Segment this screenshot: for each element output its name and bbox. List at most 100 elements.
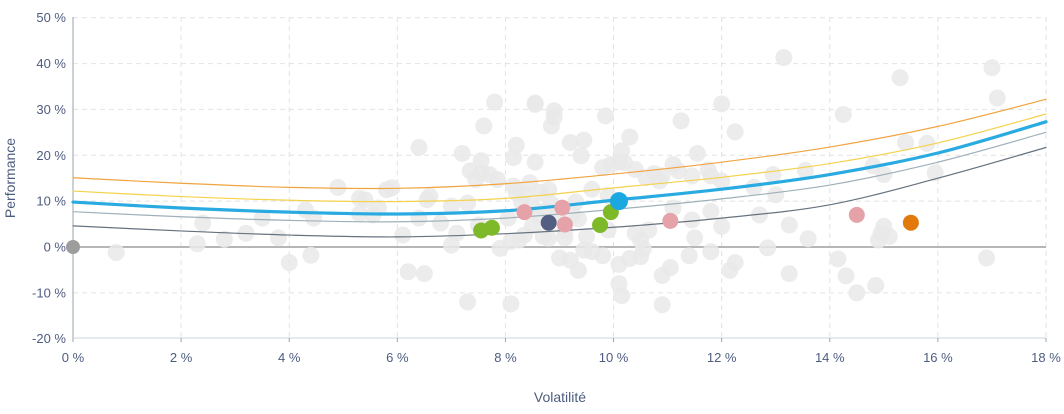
simulated-portfolios-point[interactable]: [561, 133, 579, 151]
simulated-portfolios-point[interactable]: [545, 108, 563, 126]
simulated-portfolios-point[interactable]: [569, 210, 587, 228]
simulated-portfolios-point[interactable]: [634, 240, 652, 258]
simulated-portfolios-point[interactable]: [726, 123, 744, 141]
simulated-portfolios-point[interactable]: [475, 117, 493, 135]
simulated-portfolios-point[interactable]: [432, 214, 450, 232]
x-tick-label: 4 %: [278, 350, 301, 365]
simulated-portfolios-point[interactable]: [302, 246, 320, 264]
simulated-portfolios-point[interactable]: [978, 249, 996, 267]
simulated-portfolios-point[interactable]: [215, 230, 233, 248]
simulated-portfolios-point[interactable]: [926, 164, 944, 182]
simulated-portfolios-point[interactable]: [410, 138, 428, 156]
x-tick-label: 0 %: [62, 350, 85, 365]
simulated-portfolios-point[interactable]: [713, 217, 731, 235]
simulated-portfolios-point[interactable]: [459, 293, 477, 311]
simulated-portfolios-point[interactable]: [702, 202, 720, 220]
simulated-portfolios-point[interactable]: [896, 133, 914, 151]
simulated-portfolios-point[interactable]: [751, 206, 769, 224]
simulated-portfolios-point[interactable]: [369, 199, 387, 217]
simulated-portfolios-point[interactable]: [567, 193, 585, 211]
simulated-portfolios-point[interactable]: [713, 95, 731, 113]
navy-point[interactable]: [540, 214, 557, 231]
simulated-portfolios-point[interactable]: [415, 265, 433, 283]
simulated-portfolios-point[interactable]: [472, 152, 490, 170]
simulated-portfolios-point[interactable]: [775, 49, 793, 67]
simulated-portfolios-point[interactable]: [640, 221, 658, 239]
simulated-portfolios-point[interactable]: [507, 136, 525, 154]
simulated-portfolios-point[interactable]: [867, 277, 885, 295]
simulated-portfolios-point[interactable]: [526, 94, 544, 112]
simulated-portfolios-point[interactable]: [829, 250, 847, 268]
simulated-portfolios-point[interactable]: [848, 284, 866, 302]
simulated-portfolios-point[interactable]: [918, 134, 936, 152]
simulated-portfolios-point[interactable]: [575, 131, 593, 149]
pink-points[interactable]: [556, 216, 573, 233]
simulated-portfolios-point[interactable]: [983, 59, 1001, 77]
simulated-portfolios-point[interactable]: [686, 229, 704, 247]
simulated-portfolios-point[interactable]: [759, 239, 777, 257]
simulated-portfolios-point[interactable]: [502, 295, 520, 313]
simulated-portfolios-point[interactable]: [672, 112, 690, 130]
band-lower-outer-curve[interactable]: [72, 146, 1047, 238]
y-tick-label: 10 %: [36, 194, 66, 209]
simulated-portfolios-point[interactable]: [653, 167, 671, 185]
simulated-portfolios-point[interactable]: [194, 214, 212, 232]
highlight-points-layer: [66, 192, 919, 254]
simulated-portfolios-point[interactable]: [680, 247, 698, 265]
simulated-portfolios-point[interactable]: [799, 230, 817, 248]
simulated-portfolios-point[interactable]: [834, 105, 852, 123]
simulated-portfolios-point[interactable]: [280, 254, 298, 272]
simulated-portfolios-point[interactable]: [540, 229, 558, 247]
simulated-portfolios-point[interactable]: [399, 263, 417, 281]
simulated-portfolios-point[interactable]: [988, 89, 1006, 107]
simulated-portfolios-point[interactable]: [621, 128, 639, 146]
simulated-portfolios-point[interactable]: [726, 254, 744, 272]
simulated-portfolios-point[interactable]: [891, 69, 909, 87]
pink-points[interactable]: [848, 206, 865, 223]
simulated-portfolios-point[interactable]: [683, 167, 701, 185]
simulated-portfolios-point[interactable]: [780, 265, 798, 283]
pink-points[interactable]: [554, 199, 571, 216]
band-upper-inner-curve[interactable]: [72, 113, 1047, 203]
simulated-portfolios-point[interactable]: [653, 296, 671, 314]
simulated-portfolios-point[interactable]: [569, 261, 587, 279]
band-upper-outer-curve[interactable]: [72, 98, 1047, 190]
origin-point[interactable]: [66, 240, 80, 254]
simulated-portfolios-point[interactable]: [269, 229, 287, 247]
simulated-portfolios-point[interactable]: [329, 178, 347, 196]
simulated-portfolios-point[interactable]: [594, 247, 612, 265]
pink-points[interactable]: [662, 212, 679, 229]
simulated-portfolios-point[interactable]: [688, 144, 706, 162]
simulated-portfolios-point[interactable]: [453, 144, 471, 162]
pink-points[interactable]: [516, 204, 533, 221]
simulated-portfolios-point[interactable]: [880, 227, 898, 245]
simulated-portfolios-point[interactable]: [572, 147, 590, 165]
simulated-portfolios-point[interactable]: [448, 224, 466, 242]
simulated-portfolios-point[interactable]: [442, 197, 460, 215]
simulated-portfolios-point[interactable]: [661, 259, 679, 277]
simulated-portfolios-point[interactable]: [486, 93, 504, 111]
simulated-portfolios-point[interactable]: [356, 191, 374, 209]
simulated-portfolios-point[interactable]: [767, 186, 785, 204]
simulated-portfolios-point[interactable]: [583, 180, 601, 198]
simulated-portfolios-point[interactable]: [421, 187, 439, 205]
green-points[interactable]: [483, 219, 500, 236]
simulated-portfolios-point[interactable]: [526, 153, 544, 171]
simulated-portfolios-point[interactable]: [488, 171, 506, 189]
simulated-portfolios-point[interactable]: [394, 226, 412, 244]
simulated-portfolios-point[interactable]: [837, 267, 855, 285]
simulated-portfolios-point[interactable]: [459, 194, 477, 212]
simulated-portfolios-point[interactable]: [578, 227, 596, 245]
selected-portfolio-point[interactable]: [609, 192, 628, 211]
simulated-portfolios-point[interactable]: [253, 209, 271, 227]
simulated-portfolios-point[interactable]: [613, 287, 631, 305]
simulated-portfolios-point[interactable]: [780, 216, 798, 234]
simulated-portfolios-point[interactable]: [702, 243, 720, 261]
green-points[interactable]: [592, 216, 609, 233]
simulated-portfolios-point[interactable]: [683, 211, 701, 229]
simulated-portfolios-point[interactable]: [596, 107, 614, 125]
simulated-portfolios-point[interactable]: [188, 235, 206, 253]
orange-point[interactable]: [902, 214, 919, 231]
simulated-portfolios-point[interactable]: [107, 244, 125, 262]
